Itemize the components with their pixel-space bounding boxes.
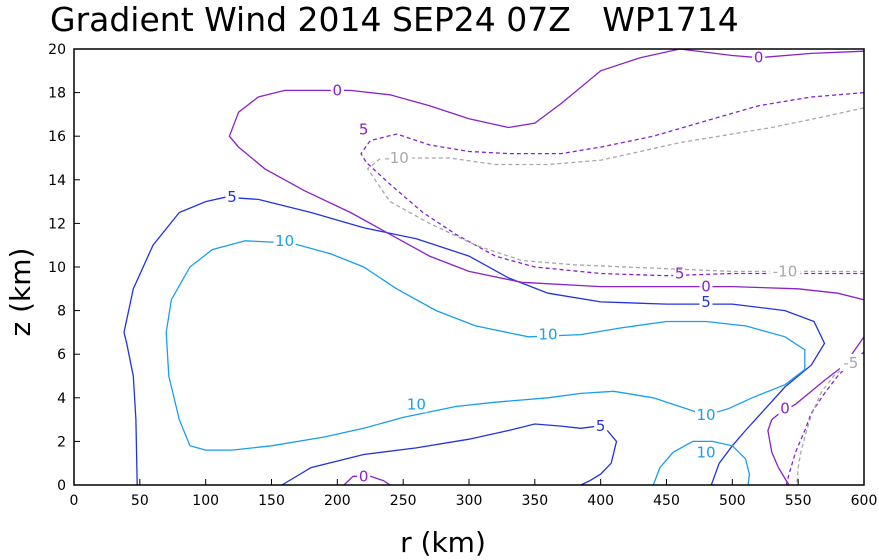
contour-10-line: [652, 440, 751, 486]
x-tick-label: 400: [587, 493, 614, 509]
contour-5-label: 5: [227, 188, 237, 206]
chart-title: Gradient Wind 2014 SEP24 07Z WP1714: [50, 0, 739, 39]
x-axis: 0 50 100 150 200 250 300 350 400 450 500 550 600: [70, 479, 878, 509]
x-tick-label: 600: [851, 493, 878, 509]
contour-neg5-label: 5: [359, 121, 369, 139]
contour-label-bg: [594, 417, 608, 435]
contour-label-bg: [537, 325, 559, 343]
contour-0-line: [343, 475, 391, 486]
x-tick-label: 250: [390, 493, 417, 509]
y-tick-label: 18: [48, 86, 66, 102]
y-tick-label: 8: [57, 304, 66, 320]
y-tick-label: 0: [57, 478, 66, 494]
x-tick-label: 450: [653, 493, 680, 509]
contour-5-line: [281, 423, 618, 486]
y-tick-label: 16: [48, 129, 66, 145]
plot-frame: [73, 48, 865, 486]
y-tick-label: 6: [57, 347, 66, 363]
contour-label-bg: [839, 353, 862, 371]
contour-5-line: [123, 196, 826, 486]
x-tick-label: 550: [785, 493, 812, 509]
contour-0-label: 0: [780, 400, 790, 418]
x-axis-label: r (km): [400, 526, 486, 559]
contour-5-label: 5: [596, 417, 606, 435]
contour-10-line: [165, 240, 806, 451]
x-tick-label: 300: [456, 493, 483, 509]
contour-0-label: 0: [754, 49, 764, 67]
y-tick-label: 14: [48, 173, 66, 189]
x-tick-label: 150: [258, 493, 285, 509]
contour-neg10-label: -10: [773, 262, 798, 280]
contour-neg10-line: [796, 353, 855, 486]
contour-label-bg: [752, 48, 766, 66]
y-tick-label: 10: [48, 260, 66, 276]
contour-0-line: [228, 48, 865, 301]
contour-label-bg: [357, 467, 371, 485]
contour-0-label: 0: [701, 278, 711, 296]
x-tick-label: 100: [192, 493, 219, 509]
contour-neg10-label: -5: [843, 354, 858, 372]
contour-label-bg: [381, 149, 413, 166]
contour-10-label: 10: [538, 326, 557, 344]
y-axis-label: z (km): [4, 248, 37, 337]
x-tick-label: 350: [521, 493, 548, 509]
contour-label-bg: [695, 406, 717, 424]
contour-label-bg: [273, 231, 296, 249]
contour-label-bg: [225, 188, 239, 206]
x-tick-label: 200: [324, 493, 351, 509]
y-tick-label: 2: [57, 434, 66, 450]
y-tick-label: 20: [48, 42, 66, 58]
contour-neg5-label: 5: [675, 265, 685, 283]
contour-neg10-label: -10: [384, 149, 409, 167]
x-tick-label: 50: [131, 493, 149, 509]
contour-0-label: 0: [359, 467, 369, 485]
contour-label-bg: [357, 120, 371, 138]
contour-label-bg: [695, 443, 717, 461]
contour-layer: 555101010101000000555-10-10-5: [123, 48, 865, 486]
contour-label-bg: [778, 399, 792, 417]
contour-label-bg: [699, 292, 713, 310]
x-tick-label: 0: [70, 493, 79, 509]
contour-neg5-line: [360, 91, 865, 277]
contour-label-bg: [699, 277, 713, 295]
contour-label-bg: [673, 264, 687, 282]
y-tick-label: 12: [48, 216, 66, 232]
contour-10-label: 10: [696, 406, 715, 424]
contour-label-bg: [330, 81, 344, 99]
contour-label-bg: [769, 262, 801, 280]
y-axis: 0 2 4 6 8 10 12 14 16 18 20: [48, 42, 80, 494]
contour-0-line: [767, 336, 865, 486]
contour-5-label: 5: [701, 293, 711, 311]
y-tick-label: 4: [57, 391, 66, 407]
contour-10-label: 10: [407, 395, 426, 413]
contour-label-bg: [405, 395, 428, 413]
contour-10-label: 10: [275, 232, 294, 250]
contour-0-label: 0: [333, 81, 343, 99]
contour-neg10-line: [366, 107, 865, 273]
contour-10-label: 10: [696, 443, 715, 461]
x-tick-label: 500: [719, 493, 746, 509]
